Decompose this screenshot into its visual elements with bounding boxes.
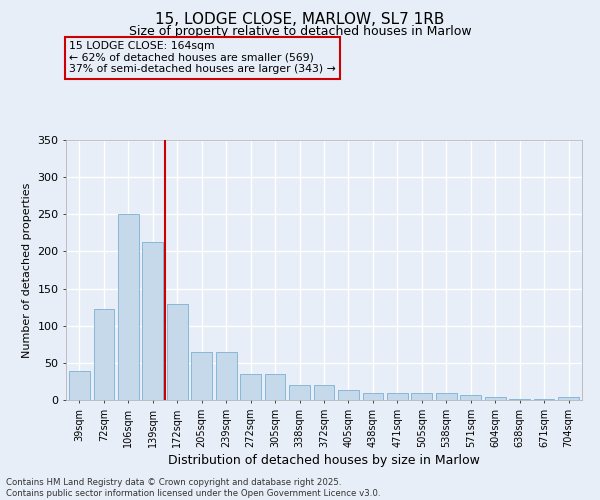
Bar <box>216 352 236 400</box>
Text: Size of property relative to detached houses in Marlow: Size of property relative to detached ho… <box>128 25 472 38</box>
Bar <box>289 385 310 400</box>
X-axis label: Distribution of detached houses by size in Marlow: Distribution of detached houses by size … <box>168 454 480 467</box>
Bar <box>460 395 481 400</box>
Bar <box>387 394 408 400</box>
Bar <box>485 397 506 400</box>
Bar <box>338 390 359 400</box>
Text: Contains HM Land Registry data © Crown copyright and database right 2025.
Contai: Contains HM Land Registry data © Crown c… <box>6 478 380 498</box>
Bar <box>436 394 457 400</box>
Bar <box>558 397 579 400</box>
Bar <box>412 394 432 400</box>
Bar <box>362 392 383 400</box>
Bar <box>265 374 286 400</box>
Y-axis label: Number of detached properties: Number of detached properties <box>22 182 32 358</box>
Text: 15, LODGE CLOSE, MARLOW, SL7 1RB: 15, LODGE CLOSE, MARLOW, SL7 1RB <box>155 12 445 28</box>
Bar <box>167 304 188 400</box>
Bar <box>69 371 90 400</box>
Bar <box>314 385 334 400</box>
Bar <box>94 310 114 400</box>
Bar <box>118 214 139 400</box>
Bar <box>191 352 212 400</box>
Bar <box>142 242 163 400</box>
Bar <box>240 374 261 400</box>
Text: 15 LODGE CLOSE: 164sqm
← 62% of detached houses are smaller (569)
37% of semi-de: 15 LODGE CLOSE: 164sqm ← 62% of detached… <box>69 41 336 74</box>
Bar <box>509 398 530 400</box>
